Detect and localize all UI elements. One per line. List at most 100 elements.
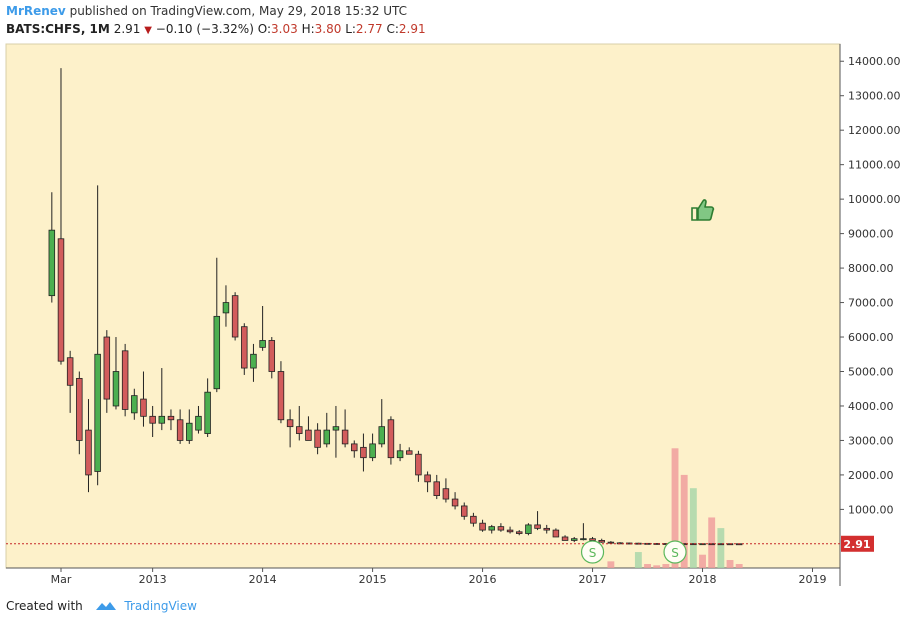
candle xyxy=(167,415,175,421)
x-tick-label: 2017 xyxy=(579,573,607,586)
candle xyxy=(497,526,505,531)
x-tick-label: 2016 xyxy=(469,573,497,586)
last-price-tag xyxy=(841,535,874,552)
open-label: O: xyxy=(257,22,272,36)
publish-text: published on TradingView.com, May 29, 20… xyxy=(69,4,408,18)
candle xyxy=(488,526,495,531)
candle xyxy=(543,527,550,531)
candle xyxy=(121,350,129,410)
candle xyxy=(103,336,111,400)
y-tick-label: 5000.00 xyxy=(848,366,894,379)
candle xyxy=(387,419,395,459)
publish-info: MrRenev published on TradingView.com, Ma… xyxy=(6,4,407,18)
candle xyxy=(598,540,605,543)
volume-bar xyxy=(699,554,706,568)
candle xyxy=(415,453,422,476)
split-marker-icon[interactable] xyxy=(580,540,605,564)
volume-bar xyxy=(717,528,725,568)
candle xyxy=(250,353,257,369)
candle xyxy=(158,415,166,424)
volume-bar xyxy=(708,517,716,568)
candle xyxy=(552,529,560,538)
candle xyxy=(85,429,92,476)
split-marker-icon[interactable] xyxy=(663,540,687,564)
y-tick-label: 9000.00 xyxy=(848,228,894,241)
y-tick-label: 4000.00 xyxy=(848,400,894,413)
author-link[interactable]: MrRenev xyxy=(6,4,66,18)
candle xyxy=(66,357,74,386)
candle xyxy=(57,238,65,362)
volume-bar xyxy=(653,565,661,568)
split-marker-label: S xyxy=(671,546,679,560)
volume-bar xyxy=(662,564,670,568)
x-tick-label: 2015 xyxy=(359,573,387,586)
candle xyxy=(195,415,202,431)
y-tick-label: 2000.00 xyxy=(848,469,894,482)
candle xyxy=(442,488,450,500)
candle xyxy=(314,429,321,448)
candle xyxy=(241,326,248,369)
candle xyxy=(561,536,569,541)
candle xyxy=(424,474,431,483)
candle xyxy=(268,340,276,372)
y-tick-label: 14000.00 xyxy=(848,55,901,68)
candle xyxy=(451,498,459,507)
symbol-label: BATS:CHFS, 1M xyxy=(6,22,110,36)
candle xyxy=(94,353,101,472)
candle xyxy=(369,443,376,459)
candle xyxy=(351,443,358,452)
x-tick-label: 2018 xyxy=(689,573,717,586)
tradingview-logo-icon[interactable] xyxy=(95,600,117,614)
candle xyxy=(259,340,266,348)
candle xyxy=(580,538,587,541)
candle xyxy=(286,419,294,428)
x-tick-label: 2013 xyxy=(139,573,167,586)
ohlc-legend: BATS:CHFS, 1M 2.91 ▼ −0.10 (−3.32%) O:3.… xyxy=(6,22,426,36)
last-price-label: 2.91 xyxy=(843,538,870,551)
y-tick-label: 12000.00 xyxy=(848,124,901,137)
x-tick-label: Mar xyxy=(51,573,72,586)
candle xyxy=(515,531,523,534)
candle xyxy=(506,529,514,533)
volume-bar xyxy=(726,560,734,568)
thumbs-up-icon xyxy=(691,199,715,221)
price-change: −0.10 (−3.32%) xyxy=(155,22,254,36)
volume-bar xyxy=(644,564,651,568)
volume-bar xyxy=(634,552,642,568)
candle xyxy=(176,419,184,441)
footer: Created with TradingView xyxy=(6,599,197,614)
volume-bar xyxy=(689,488,697,568)
split-marker-label: S xyxy=(589,546,597,560)
y-tick-label: 7000.00 xyxy=(848,297,894,310)
candle xyxy=(479,522,486,531)
candle xyxy=(76,377,83,441)
candle xyxy=(525,524,532,534)
volume-bar xyxy=(607,561,615,568)
candle xyxy=(323,429,331,445)
candle xyxy=(341,429,349,445)
candle xyxy=(186,422,193,441)
candle xyxy=(378,426,385,445)
plot-area xyxy=(5,43,841,569)
candle xyxy=(213,315,221,390)
y-tick-label: 8000.00 xyxy=(848,262,894,275)
tradingview-link[interactable]: TradingView xyxy=(124,599,197,613)
x-tick-label: 2019 xyxy=(799,573,827,586)
candle xyxy=(332,426,340,431)
candle xyxy=(607,541,615,544)
last-price: 2.91 xyxy=(113,22,141,36)
candle xyxy=(277,371,285,421)
y-tick-label: 13000.00 xyxy=(848,90,901,103)
volume-bar xyxy=(680,474,688,568)
volume-bar xyxy=(735,564,743,568)
y-tick-label: 11000.00 xyxy=(848,159,901,172)
candle xyxy=(231,295,239,338)
volume-bar xyxy=(671,448,679,568)
candle xyxy=(204,391,211,434)
high-value: 3.80 xyxy=(314,22,342,36)
low-label: L: xyxy=(345,22,356,36)
candle xyxy=(140,398,147,417)
candle xyxy=(149,415,156,424)
candle xyxy=(112,371,120,407)
